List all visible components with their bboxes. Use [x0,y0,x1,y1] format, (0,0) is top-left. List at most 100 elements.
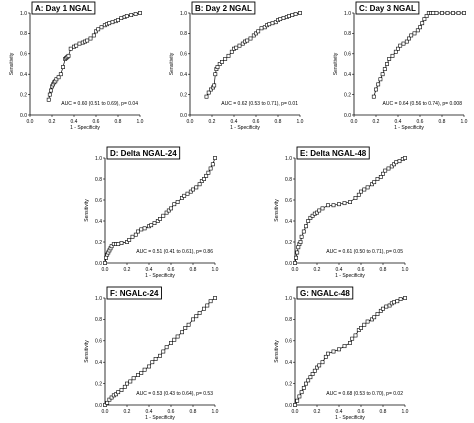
roc-point [315,365,319,370]
roc-point [299,390,304,395]
roc-point [109,395,114,400]
y-axis-label: Sensitivity [169,52,175,75]
roc-point [393,49,398,54]
roc-point [199,179,204,184]
roc-point [356,192,361,197]
y-axis-label: Sensitivity [333,52,339,75]
roc-point [372,315,377,320]
roc-point [202,306,206,311]
roc-point [107,397,112,402]
auc-annotation: AUC = 0.53 (0.43 to 0.64), p= 0.53 [136,391,213,397]
x-tick-label: 0.6 [253,119,260,125]
roc-point [153,357,158,361]
x-tick-label: 0.4 [395,119,402,125]
roc-point [213,72,218,77]
y-tick-label: 0.6 [285,339,292,345]
roc-point [308,375,313,380]
roc-point [293,12,298,16]
roc-point [315,210,319,215]
roc-point [136,229,140,234]
roc-point [320,360,325,365]
x-tick-label: 1.0 [212,409,219,415]
roc-point [407,36,411,41]
roc-point [317,208,322,213]
roc-point [205,303,210,308]
roc-point [119,241,124,245]
y-tick-label: 0.2 [95,240,102,246]
roc-point [378,175,383,179]
roc-point [122,384,127,389]
roc-point [378,308,383,313]
roc-point [342,344,347,349]
x-tick-label: 0.6 [168,409,175,415]
y-tick-label: 0.8 [20,31,27,37]
x-tick-label: 1.0 [137,119,144,125]
roc-point [169,206,173,211]
y-axis-label: Sensitivity [84,340,90,363]
roc-point [99,25,104,30]
panel-title: A: Day 1 NGAL [35,4,92,13]
roc-point [68,46,73,51]
y-tick-label: 0.0 [285,261,292,267]
x-axis-label: 1 - Specificity [394,125,424,131]
auc-annotation: AUC = 0.60 (0.51 to 0.69), p= 0.04 [61,101,138,107]
x-tick-label: 0.6 [358,267,365,273]
roc-point [374,87,378,92]
roc-point [164,210,169,215]
roc-point [116,242,121,247]
roc-point [386,166,391,171]
y-tick-label: 0.6 [20,52,27,58]
roc-point [389,164,394,169]
roc-point [434,11,439,15]
roc-point [217,62,222,66]
roc-point [297,394,302,399]
roc-point [359,189,363,194]
panel-title-box [355,1,420,15]
roc-point [256,29,261,34]
roc-point [390,53,395,58]
y-axis-label: Sensitivity [274,340,280,363]
roc-point [182,193,187,198]
x-tick-label: 0.2 [209,119,216,125]
y-tick-label: 0.8 [95,317,102,323]
roc-point [104,255,109,260]
y-tick-label: 0.6 [95,198,102,204]
panel-title: E: Delta NGAL-48 [300,149,367,158]
roc-point [77,41,82,46]
roc-point [206,170,211,175]
roc-point [412,31,417,36]
x-tick-label: 1.0 [297,119,304,125]
roc-point [149,223,154,228]
y-tick-label: 0.4 [20,72,27,78]
auc-annotation: AUC = 0.64 (0.56 to 0.74), p= 0.008 [383,101,463,107]
panel-title-box [296,286,354,300]
y-axis-label: Sensitivity [274,199,280,222]
roc-point [172,337,177,342]
y-tick-label: 0.4 [95,360,102,366]
roc-point [326,203,330,208]
roc-point [456,11,461,15]
roc-point [191,317,195,322]
y-tick-label: 0.2 [180,92,187,98]
roc-point [424,14,429,18]
roc-point [306,219,311,223]
panel-title-box [191,1,256,15]
roc-point [281,16,286,21]
x-tick-label: 0.2 [124,409,131,415]
x-tick-label: 0.8 [275,119,282,125]
roc-point [353,333,358,338]
roc-point [147,364,151,369]
x-axis-label: 1 - Specificity [335,273,365,279]
panel-title-box [106,286,162,300]
roc-point [342,201,347,206]
roc-point [142,367,147,372]
roc-point [58,72,63,77]
y-tick-label: 0.0 [95,261,102,267]
roc-point [202,177,206,181]
roc-point [372,180,377,185]
roc-point [138,11,142,15]
roc-point [306,378,311,383]
roc-point [223,56,228,61]
roc-point [304,381,308,386]
